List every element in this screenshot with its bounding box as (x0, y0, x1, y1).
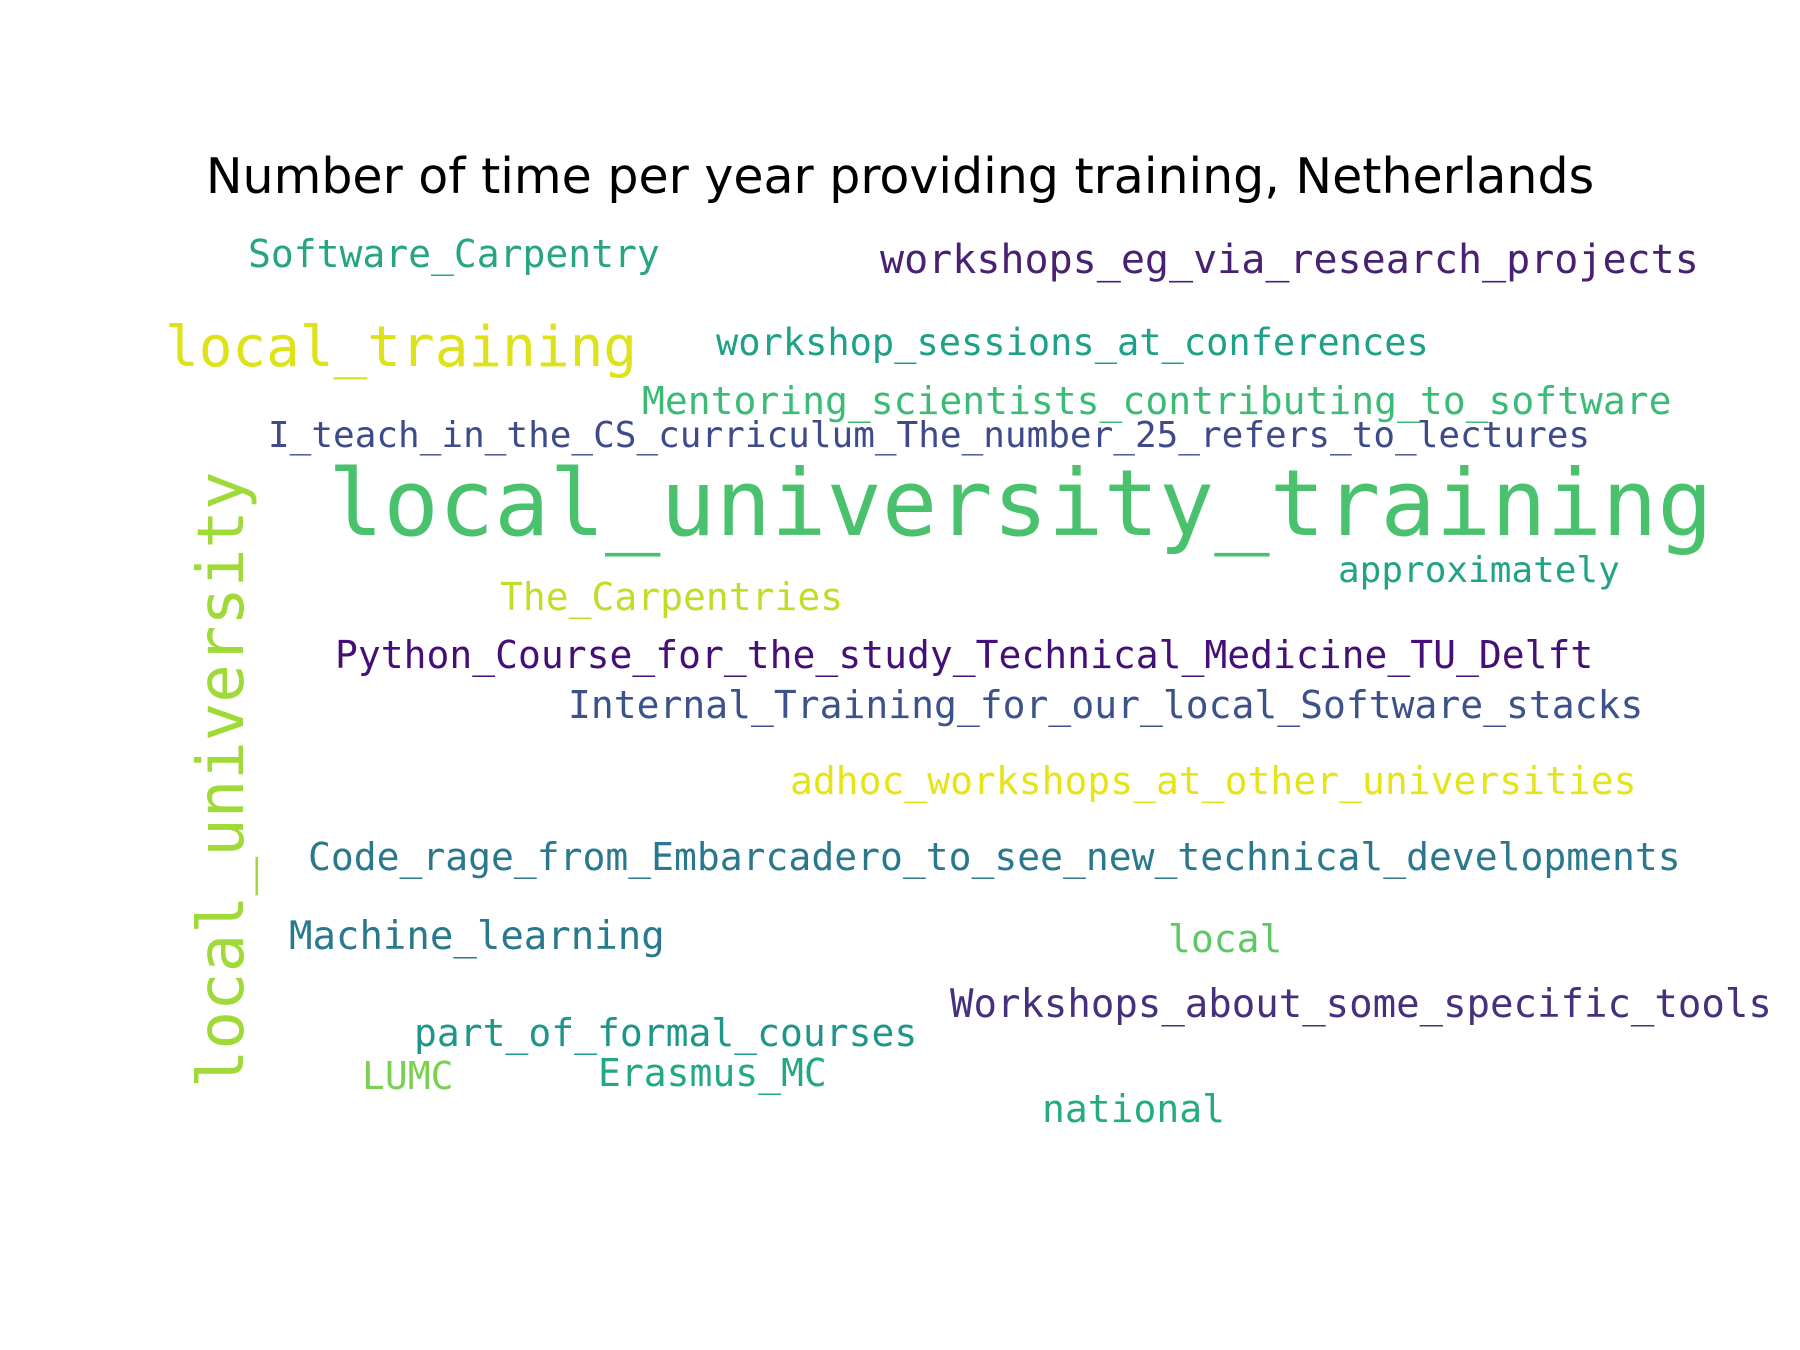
word-local-training: local_training (165, 315, 638, 380)
word-the-carpentries: The_Carpentries (500, 575, 844, 619)
word-i-teach: I_teach_in_the_CS_curriculum_The_number_… (268, 415, 1591, 456)
word-code-rage: Code_rage_from_Embarcadero_to_see_new_te… (308, 835, 1681, 879)
word-workshop-sessions: workshop_sessions_at_conferences (716, 321, 1429, 364)
word-workshops-eg: workshops_eg_via_research_projects (880, 237, 1699, 283)
word-workshops-tools: Workshops_about_some_specific_tools (950, 982, 1772, 1027)
word-adhoc: adhoc_workshops_at_other_universities (790, 759, 1637, 803)
word-national: national (1042, 1087, 1226, 1131)
word-approximately: approximately (1338, 550, 1620, 591)
word-software-carpentry: Software_Carpentry (248, 232, 660, 276)
word-mentoring: Mentoring_scientists_contributing_to_sof… (642, 379, 1672, 423)
word-part-of-formal: part_of_formal_courses (414, 1011, 918, 1055)
word-internal-training: Internal_Training_for_our_local_Software… (568, 683, 1644, 727)
word-python-course: Python_Course_for_the_study_Technical_Me… (335, 633, 1594, 677)
word-local-university-training: local_university_training (328, 450, 1713, 557)
word-erasmus: Erasmus_MC (598, 1051, 827, 1095)
word-local: local (1168, 917, 1283, 961)
chart-title: Number of time per year providing traini… (205, 148, 1595, 205)
word-local-university: local_university (185, 471, 259, 1089)
word-machine-learning: Machine_learning (289, 914, 665, 959)
word-lumc: LUMC (362, 1054, 454, 1098)
